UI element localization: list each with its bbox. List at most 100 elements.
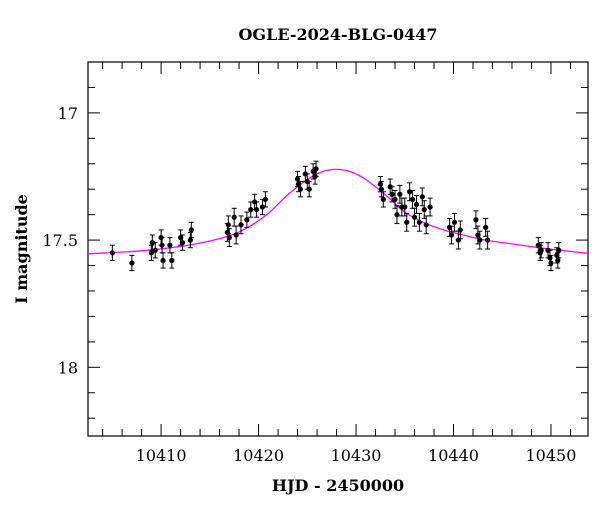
data-point bbox=[448, 225, 455, 245]
model-curve bbox=[87, 168, 589, 255]
data-point bbox=[394, 205, 400, 225]
data-marker bbox=[402, 204, 408, 210]
data-marker bbox=[380, 196, 386, 202]
data-point bbox=[548, 254, 554, 272]
data-point bbox=[169, 252, 175, 269]
data-point bbox=[380, 191, 386, 208]
data-point bbox=[109, 244, 115, 261]
data-marker bbox=[188, 227, 194, 233]
data-marker bbox=[377, 181, 383, 187]
data-point bbox=[483, 217, 489, 237]
data-marker bbox=[313, 166, 319, 172]
data-marker bbox=[244, 217, 250, 223]
x-tick-label: 10410 bbox=[136, 446, 187, 465]
data-marker bbox=[167, 242, 173, 248]
x-tick-label: 10450 bbox=[526, 446, 577, 465]
data-marker bbox=[392, 196, 398, 202]
data-point bbox=[167, 237, 173, 254]
data-point bbox=[129, 254, 135, 272]
data-marker bbox=[404, 219, 410, 225]
data-marker bbox=[556, 247, 562, 253]
data-point bbox=[378, 181, 384, 198]
data-marker bbox=[378, 186, 384, 192]
data-marker bbox=[423, 222, 429, 228]
data-point bbox=[225, 215, 231, 235]
data-point bbox=[555, 252, 561, 269]
data-point bbox=[179, 234, 186, 251]
data-marker bbox=[397, 191, 403, 197]
data-point bbox=[485, 230, 491, 250]
data-marker bbox=[407, 189, 413, 195]
data-point bbox=[259, 198, 266, 216]
data-marker bbox=[149, 240, 155, 246]
plot-frame bbox=[87, 61, 589, 437]
data-marker bbox=[413, 201, 420, 208]
data-marker bbox=[297, 186, 304, 192]
data-marker bbox=[457, 227, 463, 233]
data-marker bbox=[485, 237, 491, 243]
data-marker bbox=[152, 247, 158, 253]
data-marker bbox=[389, 191, 395, 197]
data-marker bbox=[473, 217, 479, 223]
data-point bbox=[254, 201, 260, 218]
data-marker bbox=[475, 232, 481, 238]
x-tick-label: 10420 bbox=[233, 446, 284, 465]
data-point bbox=[238, 215, 244, 235]
data-marker bbox=[179, 240, 186, 246]
data-points bbox=[109, 160, 562, 272]
data-marker bbox=[129, 260, 135, 266]
data-point bbox=[262, 191, 268, 208]
data-marker bbox=[451, 219, 458, 225]
data-marker bbox=[306, 186, 312, 192]
data-marker bbox=[238, 222, 244, 228]
data-marker bbox=[109, 250, 115, 256]
data-marker bbox=[160, 257, 166, 264]
data-marker bbox=[295, 181, 302, 187]
chart-title: OGLE-2024-BLG-0447 bbox=[238, 25, 437, 44]
data-marker bbox=[416, 219, 422, 225]
data-marker bbox=[394, 212, 400, 218]
data-point bbox=[233, 225, 239, 245]
data-marker bbox=[148, 250, 154, 256]
data-marker bbox=[427, 204, 433, 210]
data-marker bbox=[225, 222, 231, 228]
data-marker bbox=[448, 232, 455, 238]
data-point bbox=[397, 184, 403, 204]
data-point bbox=[457, 220, 463, 240]
data-point bbox=[148, 244, 154, 261]
data-point bbox=[188, 221, 194, 239]
data-point bbox=[152, 242, 158, 259]
data-marker bbox=[159, 242, 165, 248]
data-point bbox=[160, 252, 166, 269]
data-point bbox=[389, 186, 395, 203]
data-marker bbox=[231, 214, 237, 220]
data-marker bbox=[248, 206, 254, 213]
data-marker bbox=[409, 196, 416, 202]
x-tick-label: 10430 bbox=[331, 446, 382, 465]
y-tick-label: 17 bbox=[58, 104, 78, 123]
data-marker bbox=[548, 260, 554, 266]
data-point bbox=[477, 230, 483, 250]
data-marker bbox=[187, 237, 193, 243]
data-marker bbox=[262, 196, 268, 202]
data-point bbox=[556, 242, 562, 259]
axis-ticks bbox=[88, 61, 588, 436]
data-point bbox=[416, 212, 422, 232]
y-tick-label: 18 bbox=[58, 358, 78, 377]
data-marker bbox=[177, 234, 184, 241]
data-point bbox=[297, 181, 304, 198]
data-marker bbox=[226, 234, 232, 241]
data-marker bbox=[259, 204, 266, 210]
x-axis-label: HJD - 2450000 bbox=[272, 476, 404, 495]
data-marker bbox=[254, 206, 260, 213]
data-point bbox=[187, 231, 193, 249]
data-point bbox=[226, 228, 232, 247]
data-point bbox=[306, 181, 312, 198]
data-point bbox=[451, 212, 458, 232]
data-point bbox=[244, 211, 250, 228]
data-marker bbox=[421, 206, 427, 213]
y-axis-label: I magnitude bbox=[12, 194, 31, 304]
data-marker bbox=[233, 232, 239, 238]
data-point bbox=[404, 212, 410, 232]
data-point bbox=[427, 197, 433, 217]
